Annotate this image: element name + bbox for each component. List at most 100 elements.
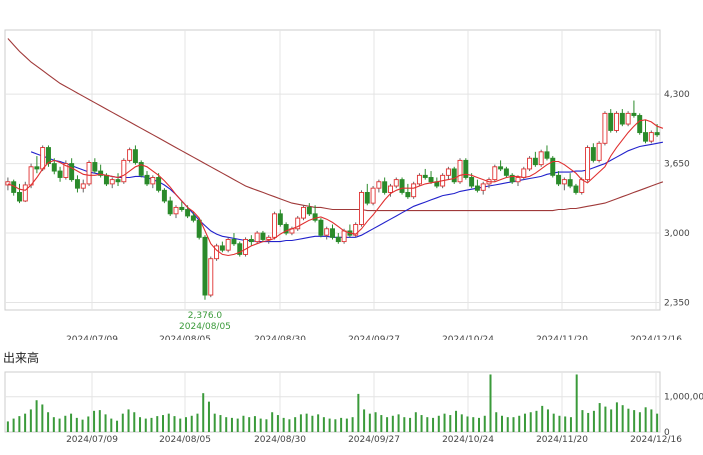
volume-title: 出来高	[3, 351, 40, 365]
candlestick	[266, 235, 272, 244]
candle-down-body	[469, 177, 475, 187]
candlestick	[231, 233, 237, 246]
candlestick	[608, 109, 614, 133]
candlestick	[225, 237, 231, 253]
candle-up-body	[301, 206, 306, 219]
candlestick	[474, 179, 480, 193]
candlestick	[411, 181, 417, 199]
candle-up-body	[266, 236, 272, 240]
candlestick	[556, 171, 562, 187]
candle-down-body	[179, 206, 185, 210]
price-x-tick-label: 2024/12/16	[630, 335, 682, 340]
candle-up-body	[5, 181, 11, 186]
candlestick	[573, 183, 579, 195]
candlestick	[202, 235, 208, 300]
price-x-tick-label: 2024/09/27	[348, 335, 400, 340]
candle-up-body	[109, 179, 115, 185]
candlestick	[98, 164, 104, 178]
candle-down-body	[260, 232, 266, 240]
candlestick	[625, 111, 631, 127]
candle-up-body	[515, 177, 521, 183]
candle-down-body	[74, 179, 80, 189]
candlestick	[219, 241, 225, 253]
candle-down-body	[573, 185, 579, 193]
candle-up-body	[416, 174, 422, 185]
candle-up-body	[445, 168, 451, 176]
volume-x-tick-label: 2024/07/09	[66, 435, 118, 445]
candle-down-body	[619, 112, 625, 125]
candle-down-body	[654, 132, 660, 136]
candle-up-body	[353, 224, 359, 236]
candle-down-body	[474, 185, 480, 191]
candle-down-body	[138, 162, 144, 176]
candle-down-body	[57, 170, 63, 178]
candlestick	[376, 179, 382, 193]
candlestick	[69, 158, 75, 182]
candle-down-body	[382, 181, 388, 193]
candle-down-body	[277, 213, 283, 225]
candle-up-body	[359, 191, 364, 225]
price-x-tick-label: 2024/08/30	[254, 335, 306, 340]
candlestick	[277, 209, 283, 227]
candle-down-body	[498, 166, 504, 170]
candlestick	[5, 177, 11, 191]
candle-up-body	[225, 239, 231, 251]
volume-x-tick-label: 2024/11/20	[536, 435, 588, 445]
candle-up-body	[272, 213, 278, 238]
candle-down-body	[451, 168, 457, 183]
candlestick	[359, 190, 364, 227]
candle-up-body	[324, 228, 330, 236]
candle-down-body	[92, 162, 98, 172]
candlestick	[480, 181, 486, 195]
candle-up-body	[602, 112, 608, 144]
candle-up-body	[585, 147, 591, 181]
candlestick	[312, 205, 318, 223]
candle-up-body	[127, 149, 133, 161]
candle-down-body	[132, 149, 138, 163]
ma-mid-line	[30, 141, 664, 243]
candlestick	[492, 164, 498, 182]
candlestick	[92, 158, 98, 174]
candle-down-body	[248, 239, 254, 243]
candle-down-body	[161, 189, 167, 202]
candlestick	[260, 230, 266, 242]
candlestick	[498, 160, 504, 172]
candle-down-body	[532, 157, 538, 166]
candlestick	[306, 203, 312, 216]
candlestick	[382, 177, 388, 195]
candlestick	[243, 237, 249, 257]
candlestick	[405, 183, 411, 199]
candlestick	[272, 211, 278, 240]
candlestick	[144, 171, 150, 187]
candlestick	[74, 175, 80, 193]
candlestick	[544, 145, 550, 161]
candle-down-body	[544, 151, 550, 159]
candlestick	[115, 173, 121, 187]
candle-up-body	[22, 184, 28, 202]
candlestick	[127, 147, 133, 163]
candlestick	[150, 175, 156, 189]
candlestick	[387, 183, 393, 197]
candle-up-body	[393, 179, 399, 187]
candlestick	[353, 222, 359, 238]
candlestick	[86, 160, 92, 187]
price-chart: 2024/07/09 2024/08/05 2024/08/30 2024/09/27…	[4, 29, 690, 340]
candle-up-body	[80, 183, 86, 189]
candlestick	[324, 226, 330, 240]
candle-down-body	[335, 236, 341, 243]
ma-short-line	[7, 119, 664, 257]
candlestick	[590, 143, 596, 163]
candlestick	[364, 183, 370, 206]
candle-up-body	[527, 157, 533, 170]
candlestick	[109, 177, 115, 189]
ma-long-line	[7, 38, 664, 212]
candlestick	[602, 111, 608, 146]
candle-up-body	[63, 163, 69, 178]
price-x-tick-label: 2024/07/09	[66, 335, 118, 340]
candlestick	[167, 196, 173, 216]
candle-down-body	[428, 177, 434, 183]
candle-up-body	[625, 112, 631, 125]
volume-x-tick-label: 2024/08/05	[159, 435, 211, 445]
candle-up-body	[411, 183, 417, 198]
candlestick	[457, 158, 463, 184]
